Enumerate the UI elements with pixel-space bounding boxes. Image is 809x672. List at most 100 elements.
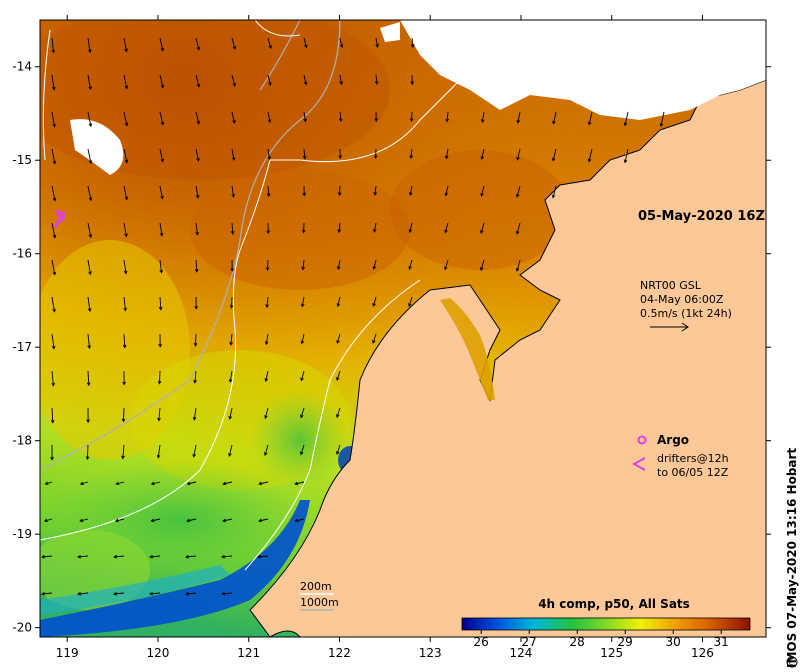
current-vector — [258, 518, 269, 522]
current-vector-head — [77, 554, 81, 559]
current-vector-head — [300, 303, 305, 308]
current-vector — [195, 37, 200, 50]
current-vector-head — [124, 233, 128, 238]
current-vector-head — [301, 266, 305, 271]
no-data-area — [400, 20, 766, 120]
current-vector — [51, 259, 56, 275]
colorbar-tick-label: 26 — [474, 635, 489, 649]
current-vector — [123, 148, 128, 163]
current-vector — [516, 222, 521, 235]
current-vector-head — [515, 230, 520, 235]
current-vector — [552, 185, 557, 198]
current-vector — [87, 111, 92, 127]
current-vector-head — [587, 158, 592, 163]
current-vector-head — [196, 157, 200, 162]
current-vector — [123, 259, 127, 274]
current-vector-head — [229, 305, 234, 309]
current-vector — [194, 370, 197, 383]
current-vector — [159, 37, 164, 51]
current-vector — [375, 74, 378, 85]
current-vector-head — [336, 340, 340, 345]
current-model-label: NRT00 GSL — [640, 279, 702, 292]
current-vector — [159, 222, 163, 236]
current-vector — [87, 222, 92, 238]
colorbar-tick-label: 30 — [666, 635, 681, 649]
current-vector — [339, 111, 342, 122]
land-mass — [249, 20, 766, 637]
current-vector-head — [623, 122, 628, 127]
current-vector — [229, 407, 233, 420]
depth-1000-label: 1000m — [300, 596, 339, 609]
current-vector-head — [159, 232, 164, 237]
current-vector-head — [258, 518, 263, 523]
current-vector — [195, 185, 199, 198]
current-vector — [149, 592, 161, 595]
current-vector-head — [195, 194, 200, 199]
current-vector — [481, 111, 485, 123]
current-vector — [337, 259, 341, 270]
current-vector — [122, 444, 125, 459]
current-vector-head — [88, 160, 93, 165]
current-vector-head — [52, 197, 57, 202]
current-vector-head — [87, 308, 92, 313]
current-vector-head — [372, 265, 377, 270]
current-vector — [408, 259, 413, 270]
current-vector — [159, 296, 162, 310]
current-vector — [157, 444, 161, 458]
current-vector — [516, 148, 521, 160]
colorbar-ticks: 26 27 28 29 30 31 — [474, 630, 729, 649]
current-vector-head — [265, 304, 269, 309]
current-vector — [624, 148, 629, 163]
current-vector — [222, 518, 233, 522]
current-vector-head — [157, 380, 162, 385]
current-vector — [336, 444, 341, 455]
current-vector-head — [373, 192, 378, 196]
current-vector-head — [87, 345, 92, 350]
current-vector-head — [149, 591, 153, 596]
current-vector-head — [551, 157, 556, 162]
current-vector — [231, 74, 236, 87]
current-vector — [552, 111, 557, 124]
y-tick-label: -16 — [12, 247, 32, 261]
current-vector-head — [221, 591, 225, 596]
current-vector-head — [122, 381, 126, 386]
current-vector — [660, 111, 665, 127]
current-vector — [45, 481, 53, 485]
current-vector-head — [196, 83, 201, 88]
current-vector — [41, 592, 53, 595]
current-vector-head — [185, 554, 189, 559]
current-vector-head — [372, 339, 376, 344]
current-vector — [624, 111, 629, 126]
current-vector-head — [52, 308, 56, 313]
current-vector-head — [88, 197, 93, 202]
current-vector — [264, 444, 269, 456]
current-vector-head — [124, 196, 129, 201]
current-vector — [51, 296, 55, 312]
current-vector — [373, 259, 377, 270]
current-vector-head — [303, 81, 308, 86]
current-vector — [481, 148, 485, 160]
current-vector-head — [51, 49, 56, 54]
current-vector — [51, 333, 55, 349]
current-vector-head — [222, 481, 227, 486]
current-vector-head — [302, 192, 307, 197]
current-vector — [257, 555, 269, 558]
x-tick-label: 126 — [691, 646, 714, 660]
current-vector-head — [88, 234, 93, 239]
colorbar-tick-label: 31 — [714, 635, 729, 649]
current-vector-head — [231, 156, 236, 161]
current-vector-head — [300, 377, 304, 382]
current-vector-head — [196, 120, 201, 125]
current-vector — [158, 407, 161, 421]
current-vector-head — [51, 345, 56, 350]
colorbar-tick-label: 29 — [618, 635, 633, 649]
current-vector-head — [339, 81, 343, 86]
drifter-legend-line1: drifters@12h — [657, 452, 729, 465]
current-vector — [588, 111, 593, 125]
current-vector-head — [338, 118, 343, 123]
current-vector — [193, 407, 197, 420]
current-vector-head — [150, 518, 155, 523]
current-vector-head — [268, 82, 272, 87]
current-vector — [221, 555, 233, 558]
